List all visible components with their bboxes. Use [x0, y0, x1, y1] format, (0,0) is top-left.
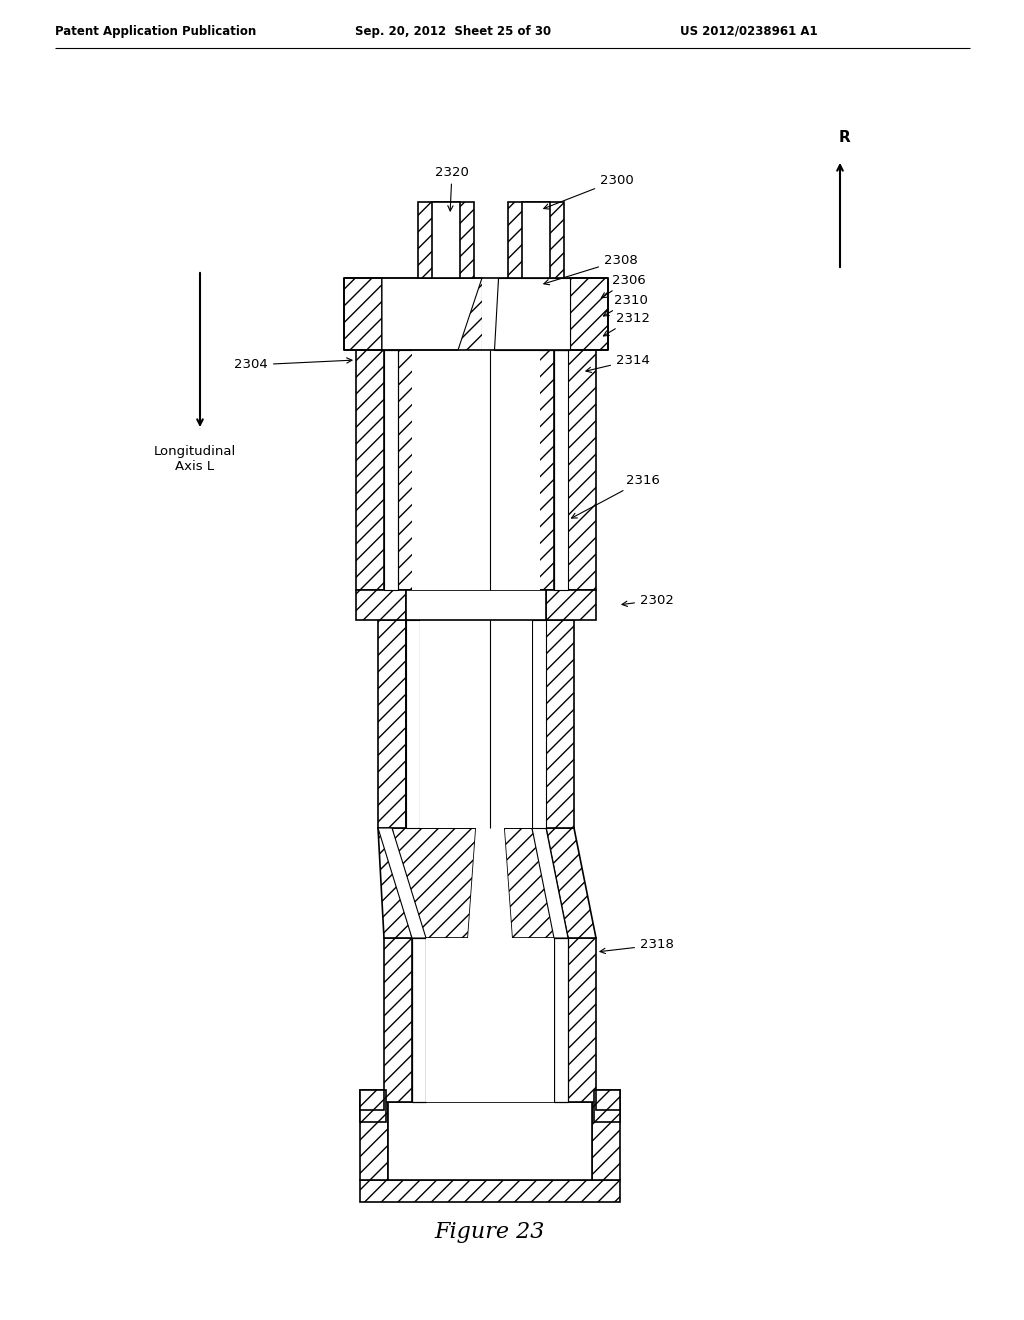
- Bar: [546, 590, 596, 620]
- Bar: [360, 1180, 620, 1203]
- Text: 2318: 2318: [600, 939, 674, 953]
- Polygon shape: [494, 279, 570, 350]
- Bar: [508, 202, 564, 279]
- Bar: [568, 939, 596, 1102]
- Bar: [384, 350, 398, 590]
- Bar: [384, 939, 412, 1102]
- Polygon shape: [360, 1090, 386, 1122]
- Bar: [570, 279, 608, 350]
- Bar: [426, 939, 554, 1102]
- Text: Patent Application Publication: Patent Application Publication: [55, 25, 256, 38]
- Polygon shape: [392, 828, 476, 939]
- Polygon shape: [378, 828, 412, 939]
- Text: 2300: 2300: [544, 173, 634, 209]
- Polygon shape: [504, 828, 568, 939]
- Text: 2308: 2308: [544, 253, 638, 285]
- Bar: [420, 620, 532, 828]
- Polygon shape: [382, 279, 482, 350]
- Bar: [356, 590, 406, 620]
- Text: US 2012/0238961 A1: US 2012/0238961 A1: [680, 25, 817, 38]
- Bar: [554, 939, 568, 1102]
- Bar: [426, 939, 554, 1102]
- Text: 2306: 2306: [601, 273, 646, 298]
- Bar: [522, 202, 550, 279]
- Bar: [388, 1102, 592, 1180]
- Text: R: R: [839, 129, 851, 145]
- Text: Figure 23: Figure 23: [435, 1221, 545, 1243]
- Bar: [554, 279, 570, 350]
- Bar: [360, 1102, 388, 1180]
- Bar: [406, 620, 420, 828]
- Text: 2302: 2302: [622, 594, 674, 606]
- Bar: [378, 620, 406, 828]
- Bar: [592, 1102, 620, 1180]
- Polygon shape: [498, 279, 554, 350]
- Bar: [532, 620, 546, 828]
- Bar: [596, 1090, 620, 1110]
- Text: Sep. 20, 2012  Sheet 25 of 30: Sep. 20, 2012 Sheet 25 of 30: [355, 25, 551, 38]
- Polygon shape: [594, 1090, 620, 1122]
- Bar: [406, 590, 546, 620]
- Bar: [398, 350, 554, 590]
- Text: 2314: 2314: [586, 354, 650, 372]
- Bar: [356, 350, 384, 590]
- Bar: [412, 939, 426, 1102]
- Bar: [568, 350, 596, 590]
- Text: 2304: 2304: [234, 358, 352, 371]
- Bar: [418, 202, 474, 279]
- Bar: [432, 202, 460, 279]
- Bar: [554, 350, 568, 590]
- Bar: [546, 620, 574, 828]
- Text: 2316: 2316: [571, 474, 659, 519]
- Bar: [360, 1090, 384, 1110]
- Bar: [406, 620, 546, 828]
- Polygon shape: [532, 828, 568, 939]
- Text: 2312: 2312: [603, 312, 650, 335]
- Text: 2310: 2310: [603, 293, 648, 315]
- Polygon shape: [378, 828, 426, 939]
- Polygon shape: [494, 279, 570, 350]
- Polygon shape: [398, 279, 482, 350]
- Bar: [344, 279, 382, 350]
- Text: Longitudinal
Axis L: Longitudinal Axis L: [154, 445, 237, 473]
- Bar: [482, 279, 498, 350]
- Text: 2320: 2320: [435, 165, 469, 211]
- Polygon shape: [546, 828, 596, 939]
- Polygon shape: [468, 828, 512, 939]
- Bar: [412, 350, 540, 590]
- Bar: [382, 279, 398, 350]
- Polygon shape: [382, 279, 474, 350]
